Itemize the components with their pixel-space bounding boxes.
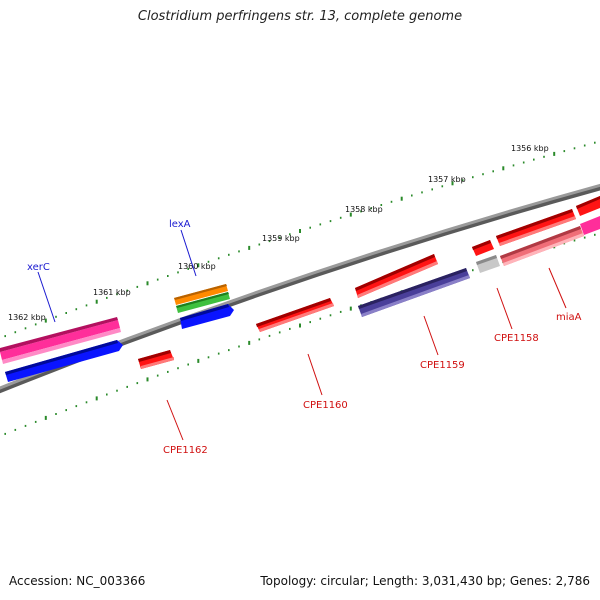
lexA-connector [180, 229, 197, 277]
gene-miaA-salmon[interactable] [500, 226, 584, 266]
gene-CPE1159-purple[interactable] [358, 268, 470, 317]
gene-pink-edge[interactable] [580, 216, 600, 235]
gene-label-miaA[interactable]: miaA [556, 312, 582, 323]
gene-label-CPE1162[interactable]: CPE1162 [163, 445, 208, 456]
scale-label-1361: 1361 kbp [93, 288, 131, 297]
gene-label-CPE1159[interactable]: CPE1159 [420, 360, 465, 371]
scale-label-1358: 1358 kbp [345, 205, 383, 214]
gene-xerC-pink[interactable] [0, 317, 121, 364]
gene-blue-1[interactable] [5, 340, 123, 382]
scale-label-1362: 1362 kbp [8, 313, 46, 322]
gene-red-small[interactable] [472, 240, 494, 256]
scale-label-1357: 1357 kbp [428, 175, 466, 184]
gene-red-upper[interactable] [496, 209, 576, 246]
outer-tick-ring [4, 141, 596, 338]
gene-lexA-green[interactable] [176, 292, 230, 313]
scale-label-1356: 1356 kbp [511, 144, 549, 153]
gene-label-xerC[interactable]: xerC [27, 262, 50, 273]
map-title: Clostridium perfringens str. 13, complet… [137, 9, 463, 24]
gene-CPE1160[interactable] [256, 298, 334, 332]
backbone-shadow [0, 184, 600, 394]
CPE1162-connector [166, 399, 184, 441]
miaA-connector [548, 267, 567, 309]
CPE1160-connector [307, 353, 323, 396]
gene-blue-2[interactable] [180, 304, 234, 329]
scale-label-1360: 1360 kbp [178, 262, 216, 271]
scale-label-1359: 1359 kbp [262, 234, 300, 243]
gene-label-lexA[interactable]: lexA [169, 219, 191, 230]
gene-label-CPE1158[interactable]: CPE1158 [494, 333, 539, 344]
gene-lexA-orange[interactable] [174, 284, 228, 305]
gene-CPE1158-gray[interactable] [476, 255, 500, 273]
accession-text: Accession: NC_003366 [9, 574, 146, 588]
gene-CPE1162[interactable] [138, 350, 174, 369]
gene-red-edge[interactable] [576, 196, 600, 216]
xerC-connector [37, 271, 56, 323]
gene-label-CPE1160[interactable]: CPE1160 [303, 400, 348, 411]
CPE1158-connector [496, 287, 513, 330]
gene-red-long[interactable] [355, 254, 438, 298]
genome-summary-text: Topology: circular; Length: 3,031,430 bp… [260, 574, 590, 588]
CPE1159-connector [423, 315, 439, 356]
